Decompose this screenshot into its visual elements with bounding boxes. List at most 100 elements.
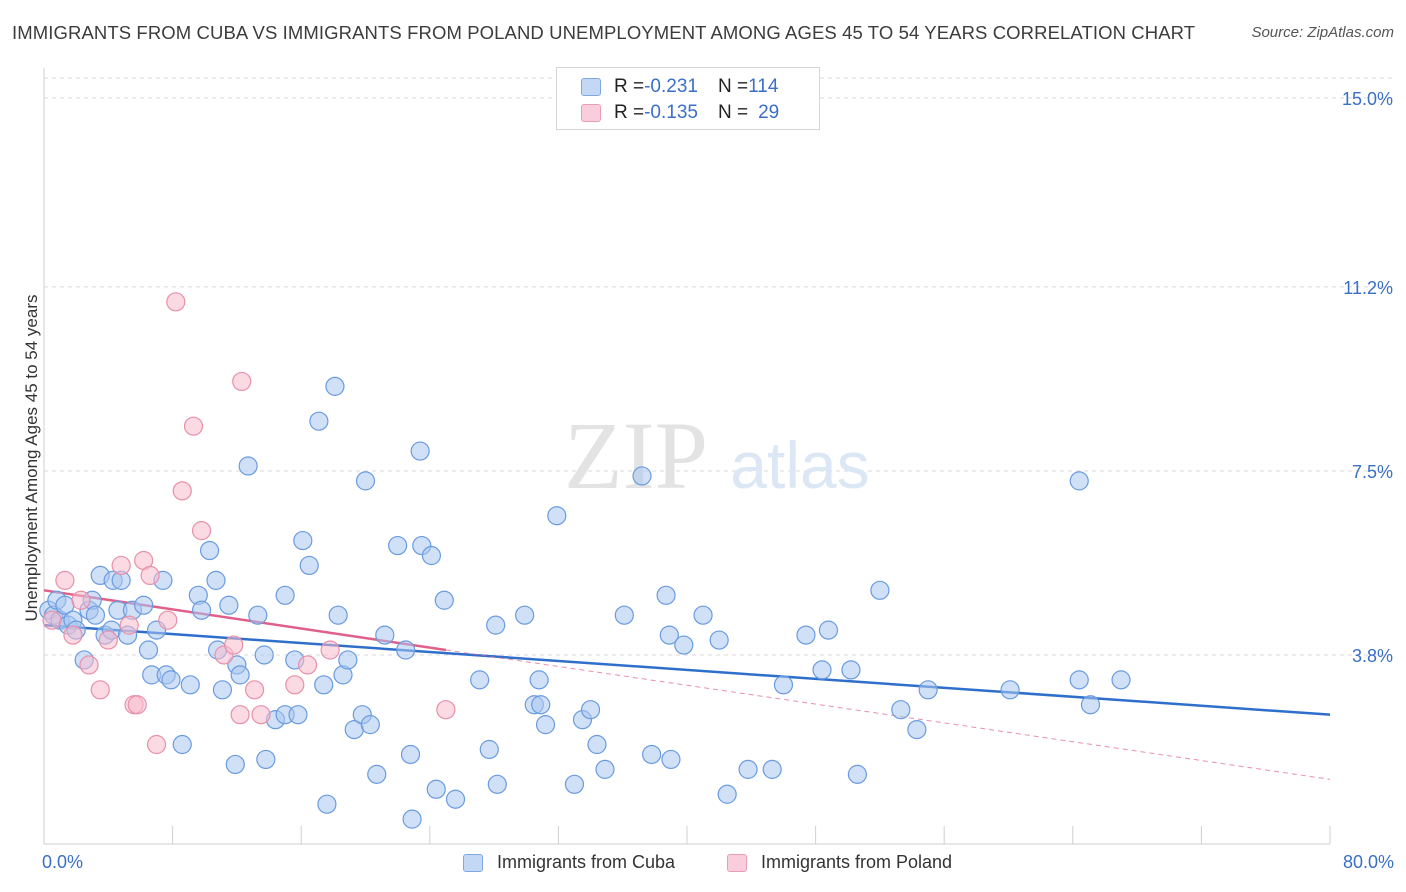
cuba-point [445,789,466,809]
cuba-point [299,555,319,576]
cuba-point [818,620,839,640]
cuba-point [396,640,416,660]
poland-point [191,521,212,541]
cuba-point [847,764,867,784]
cuba-point [325,376,345,396]
cuba-point [230,665,250,685]
y-tick-label: 15.0% [1342,89,1393,109]
cuba-point [293,530,313,551]
cuba-point [355,471,376,491]
poland-point [166,292,186,312]
cuba-point [632,466,652,486]
cuba-point [487,774,507,794]
cuba-point [535,715,556,735]
poland-point [244,680,265,700]
cuba-r-value: -0.231 [644,76,698,97]
cuba-point [564,774,585,794]
cuba-point [85,605,106,625]
cuba-point [248,605,268,625]
poland-point [285,675,305,695]
cuba-point [206,570,226,590]
trend-lines [43,589,1331,780]
cuba-point [1080,695,1101,715]
poland-point [436,700,456,720]
poland-point [320,640,340,660]
axes [43,68,1331,845]
legend-poland-label: Immigrants from Poland [761,852,953,872]
chart-title: IMMIGRANTS FROM CUBA VS IMMIGRANTS FROM … [12,22,1196,43]
cuba-point [172,734,192,755]
poland-swatch [581,104,601,122]
cuba-point [225,754,245,775]
x-tick-label-min: 0.0% [42,852,84,872]
cuba-point [288,705,308,725]
cuba-point [659,625,679,645]
cuba-point [614,605,634,625]
legend-item-poland: Immigrants from Poland [727,852,952,873]
poland-point [79,655,99,675]
chart-source: Source: ZipAtlas.com [1251,24,1394,41]
poland-n-value: 29 [758,102,780,123]
cuba-point [134,595,154,615]
cuba-point [138,640,159,660]
cuba-point [314,675,334,695]
trend-line-cuba [43,623,1331,716]
cuba-point [479,739,499,760]
cuba-point [891,700,911,720]
poland-point [232,371,252,392]
cuba-point [434,590,454,610]
poland-point [71,590,91,610]
trend-extension-poland [445,649,1331,780]
cuba-point [338,650,358,670]
legend-poland-swatch [727,853,747,872]
cuba-point [426,779,446,799]
grid-lines [44,77,1392,656]
cuba-point [421,545,442,566]
cuba-n-label: N = [717,76,749,97]
cuba-point [773,675,794,695]
cuba-point [212,680,233,700]
cuba-point [317,794,337,814]
cuba-point [762,759,782,779]
legend-row-poland: R = -0.135 N = 29 [581,101,779,125]
cuba-point [256,749,276,770]
cuba-swatch [581,78,601,96]
x-tick-label-max: 80.0% [1342,852,1394,872]
poland-point [230,705,250,725]
poland-r-label: R = [614,102,645,123]
cuba-point [907,719,927,740]
legend-row-cuba: R = -0.231 N = 114 [581,75,778,99]
cuba-r-label: R = [614,76,645,97]
y-tick-labels: 3.8% 7.5% 11.2% 15.0% [1342,89,1393,666]
poland-point [42,610,62,630]
poland-point [111,555,131,576]
cuba-point [360,715,380,735]
cuba-point [388,535,408,556]
cuba-point [674,635,694,655]
poland-point [183,416,204,436]
cuba-point [470,670,490,690]
cuba-point [580,700,601,720]
cuba-point [254,645,274,665]
cuba-point [661,749,681,770]
poland-point [224,635,244,655]
cuba-point [529,670,549,690]
poland-point [298,655,318,675]
poland-n-label: N = [717,102,749,123]
y-tick-label: 11.2% [1343,278,1393,298]
cuba-point [656,585,676,605]
poland-point [119,615,139,635]
poland-point [98,630,118,650]
cuba-point [587,734,607,755]
cuba-point [219,595,239,615]
cuba-point [309,411,329,431]
cuba-point [367,764,387,784]
cuba-n-value: 114 [748,76,779,97]
poland-point [251,705,271,725]
cuba-point [410,441,430,461]
cuba-point [238,456,258,476]
cuba-point [191,600,212,620]
legend-cuba-swatch [463,853,483,872]
poland-point [63,625,83,645]
